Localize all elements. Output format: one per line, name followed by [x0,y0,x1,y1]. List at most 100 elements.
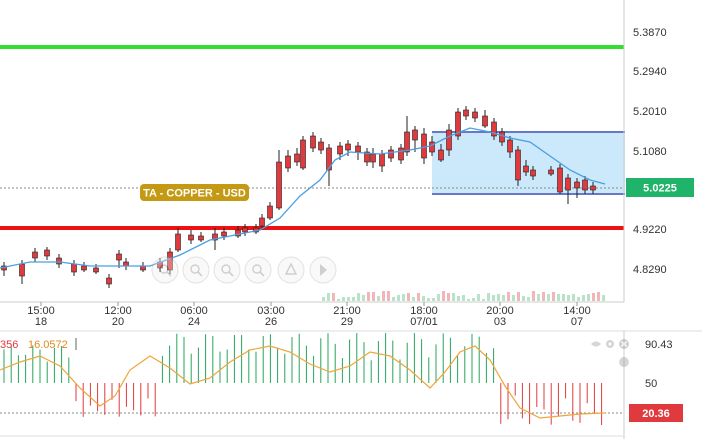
candle [412,126,418,152]
time-tick: 12:00 20 [104,302,132,328]
time-tick: 06:00 24 [180,302,208,328]
scroll-right-icon[interactable] [277,256,305,284]
candle [398,144,404,164]
candle [491,118,497,140]
indicator-value-left: 356 [0,339,18,351]
indicator-axis-tick: 50 [645,378,657,390]
price-tick: 5.3870 [633,27,667,39]
volume-bar [427,298,430,301]
candle [285,150,291,172]
candle [294,148,300,166]
volume-bar [352,297,355,301]
volume-bar [512,295,515,301]
indicator-histogram [3,333,603,425]
eye-icon[interactable] [591,341,601,347]
volume-bar [377,296,380,301]
candle [557,164,563,194]
volume-bar [417,293,420,301]
volume-bar [372,292,375,301]
candle [455,108,461,140]
volume-bar [332,293,335,301]
candle [463,106,469,120]
volume-bar [547,294,550,301]
volume-bar [407,293,410,301]
volume-bar [492,295,495,301]
volume-bar [347,297,350,301]
price-tick: 4.9220 [633,224,667,236]
volume-bar [537,294,540,301]
indicator-line [0,345,606,419]
candle [242,224,248,236]
candle [565,174,571,204]
volume-bar [477,294,480,301]
volume-bar [422,296,425,301]
svg-text:15:00: 15:00 [27,305,55,317]
volume-bar [552,292,555,301]
svg-text:07/01: 07/01 [410,316,438,328]
candle [574,178,580,198]
volume-bar [467,299,470,301]
price-pane[interactable]: TA - COPPER - USD [0,0,625,302]
zoom-reset-icon[interactable] [213,256,241,284]
time-tick: 20:00 03 [486,302,514,328]
close-icon[interactable] [619,339,629,349]
price-tick: 5.2010 [633,106,667,118]
indicator-current-badge: 20.36 [629,404,683,422]
candle [106,274,112,288]
scroll-left-icon[interactable] [244,256,272,284]
candle [318,138,324,154]
candle [326,144,332,186]
candle [221,228,227,240]
settings-icon[interactable] [606,340,614,348]
candle [116,250,122,268]
volume-bar [562,294,565,301]
candle [515,146,521,186]
candle [364,148,370,166]
candle [582,176,588,194]
candlesticks [1,106,596,288]
indicator-axis-tick: 90.43 [645,339,673,351]
time-tick: 03:00 26 [257,302,285,328]
svg-text:18:00: 18:00 [410,305,438,317]
zoom-out-icon[interactable] [182,256,210,284]
zoom-in-icon[interactable] [151,256,179,284]
candle [438,144,444,162]
indicator-value-main: 16.0572 [28,339,68,351]
time-tick: 14:00 07 [563,302,591,328]
volume-bar [557,294,560,301]
volume-bar [522,296,525,301]
volume-bar [447,293,450,301]
go-to-latest-icon[interactable] [309,256,337,284]
svg-text:29: 29 [341,316,353,328]
svg-text:03:00: 03:00 [257,305,285,317]
price-axis[interactable]: 5.3870 5.2940 5.2010 5.1080 4.9220 4.829… [623,0,694,302]
volume-bar [602,295,605,301]
indicator-pane[interactable]: 356 16.0572 90.43 50 20.36 [0,330,702,439]
svg-text:20:00: 20:00 [486,305,514,317]
candle [421,128,427,164]
svg-text:06:00: 06:00 [180,305,208,317]
candle [548,166,554,176]
svg-text:14:00: 14:00 [563,305,591,317]
volume-bar [457,296,460,301]
volume-bar [497,294,500,301]
resize-handle-icon[interactable] [619,357,629,367]
volume-bars [322,291,605,301]
time-tick: 21:00 29 [333,302,361,328]
volume-bar [482,299,485,301]
candle [175,228,181,252]
candle [523,160,529,176]
candle [446,124,452,156]
volume-bar [412,297,415,301]
candle [235,226,241,238]
volume-bar [367,292,370,301]
current-price-value: 5.0225 [643,183,677,195]
volume-bar [572,294,575,301]
volume-bar [592,293,595,301]
volume-bar [432,298,435,301]
candle [56,254,62,268]
svg-text:03: 03 [494,316,506,328]
time-axis[interactable]: 15:00 18 12:00 20 06:00 24 03:00 26 21:0… [0,301,624,328]
candle [472,108,478,122]
